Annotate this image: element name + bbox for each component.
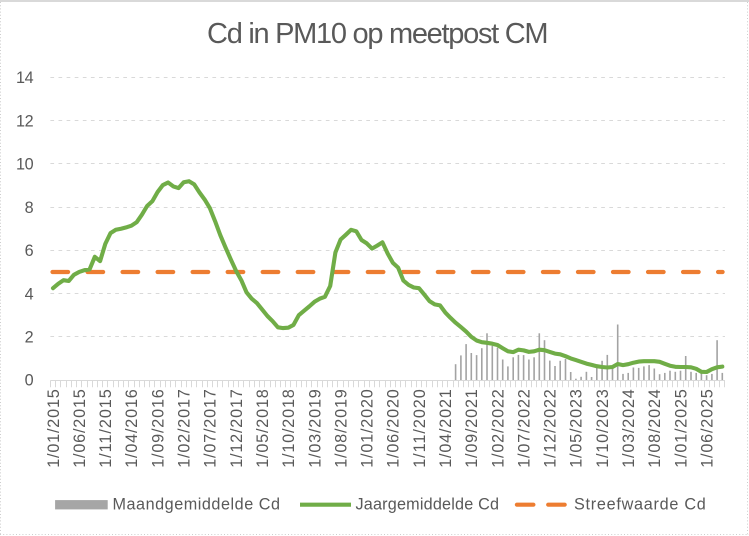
svg-text:1/05/2018: 1/05/2018 xyxy=(254,389,272,468)
svg-text:Maandgemiddelde Cd: Maandgemiddelde Cd xyxy=(113,496,281,514)
svg-text:1/12/2022: 1/12/2022 xyxy=(542,389,560,468)
svg-text:6: 6 xyxy=(25,242,34,260)
svg-text:0: 0 xyxy=(25,372,34,390)
svg-text:4: 4 xyxy=(25,285,34,303)
svg-text:1/04/2021: 1/04/2021 xyxy=(437,389,455,468)
svg-text:Streefwaarde Cd: Streefwaarde Cd xyxy=(574,496,706,514)
svg-text:1/07/2017: 1/07/2017 xyxy=(202,389,220,468)
svg-text:14: 14 xyxy=(16,69,34,87)
svg-text:1/06/2015: 1/06/2015 xyxy=(71,389,89,468)
svg-text:1/09/2021: 1/09/2021 xyxy=(463,389,481,468)
svg-text:1/02/2017: 1/02/2017 xyxy=(176,389,194,468)
svg-text:1/01/2015: 1/01/2015 xyxy=(45,389,63,468)
svg-text:Jaargemiddelde Cd: Jaargemiddelde Cd xyxy=(356,496,500,514)
svg-text:1/05/2023: 1/05/2023 xyxy=(568,389,586,468)
svg-text:1/01/2025: 1/01/2025 xyxy=(672,389,690,468)
svg-text:1/06/2025: 1/06/2025 xyxy=(698,389,716,468)
svg-text:1/10/2018: 1/10/2018 xyxy=(280,389,298,468)
svg-text:1/10/2023: 1/10/2023 xyxy=(594,389,612,468)
svg-text:1/11/2015: 1/11/2015 xyxy=(97,389,115,468)
svg-text:1/08/2019: 1/08/2019 xyxy=(332,389,350,468)
svg-text:2: 2 xyxy=(25,329,34,347)
svg-text:1/07/2022: 1/07/2022 xyxy=(515,389,533,468)
svg-text:1/03/2024: 1/03/2024 xyxy=(620,389,638,468)
svg-text:1/08/2024: 1/08/2024 xyxy=(646,389,664,468)
svg-text:10: 10 xyxy=(16,156,34,174)
svg-text:8: 8 xyxy=(25,199,34,217)
svg-text:12: 12 xyxy=(16,112,34,130)
svg-text:1/06/2020: 1/06/2020 xyxy=(385,389,403,468)
svg-text:1/02/2022: 1/02/2022 xyxy=(489,389,507,468)
svg-text:Cd in PM10 op meetpost CM: Cd in PM10 op meetpost CM xyxy=(207,18,549,50)
svg-text:1/11/2020: 1/11/2020 xyxy=(411,389,429,468)
svg-text:1/04/2016: 1/04/2016 xyxy=(123,389,141,468)
svg-text:1/12/2017: 1/12/2017 xyxy=(228,389,246,468)
svg-text:1/09/2016: 1/09/2016 xyxy=(149,389,167,468)
svg-text:1/01/2020: 1/01/2020 xyxy=(359,389,377,468)
svg-text:1/03/2019: 1/03/2019 xyxy=(306,389,324,468)
